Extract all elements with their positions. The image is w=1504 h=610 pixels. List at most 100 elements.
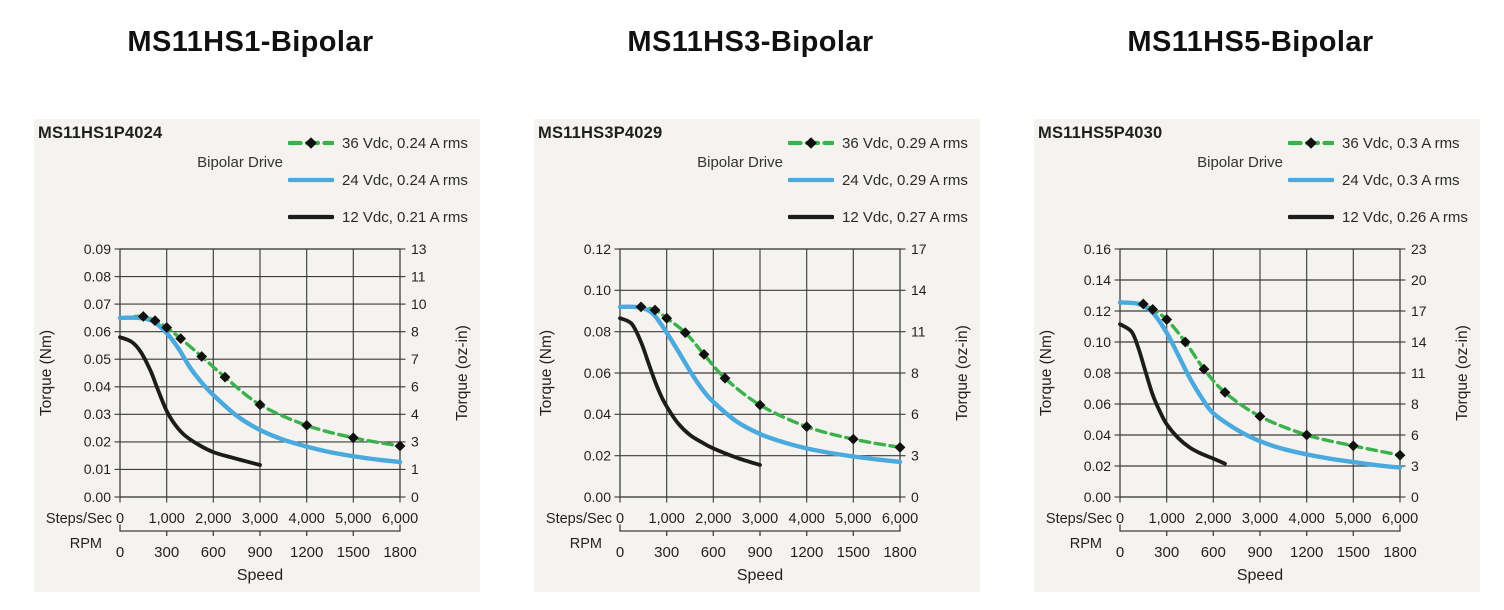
svg-text:8: 8 [911,365,919,381]
legend-marker-dashed-line-icon [1287,137,1335,149]
svg-text:0.01: 0.01 [84,461,111,477]
svg-text:0.06: 0.06 [1084,396,1111,412]
svg-text:0: 0 [1116,544,1124,561]
legend-marker-solid-line-icon [1287,174,1335,186]
svg-text:3,000: 3,000 [242,511,278,527]
svg-text:4: 4 [411,406,419,422]
legend-label: 12 Vdc, 0.26 A rms [1342,208,1468,226]
svg-text:14: 14 [911,282,927,298]
series-blue [117,315,403,465]
legend-marker-solid-line-icon [287,211,335,223]
svg-text:5,000: 5,000 [835,511,871,527]
svg-text:300: 300 [154,544,179,561]
svg-text:4,000: 4,000 [289,511,325,527]
svg-text:0.06: 0.06 [84,324,111,340]
svg-text:0.03: 0.03 [84,406,111,422]
svg-text:6: 6 [1411,427,1419,443]
legend-item: 24 Vdc, 0.24 A rms [287,170,468,190]
svg-text:0.02: 0.02 [584,448,611,464]
svg-text:13: 13 [411,241,427,257]
svg-text:11: 11 [411,268,426,284]
svg-text:11: 11 [1411,365,1426,381]
svg-text:1,000: 1,000 [649,511,685,527]
svg-text:1: 1 [411,461,419,477]
svg-text:0.02: 0.02 [1084,458,1111,474]
legend-marker-dashed-line-icon [287,137,335,149]
svg-text:600: 600 [701,544,726,561]
svg-text:Torque (Nm): Torque (Nm) [1038,330,1055,416]
axis-labels: 0.09 130.08 110.07 100.06 80.05 70.04 60.03 40.… [38,241,471,584]
legend-item: 24 Vdc, 0.3 A rms [1287,170,1460,190]
svg-text:1,000: 1,000 [1149,511,1185,527]
series-blue [1117,300,1403,470]
series-black [618,316,762,467]
svg-text:300: 300 [1154,544,1179,561]
svg-text:2,000: 2,000 [195,511,231,527]
drive-type-label: Bipolar Drive [197,154,283,171]
svg-text:0.00: 0.00 [1084,489,1111,505]
torque-speed-chart: 0.16 23 0.14 20 0.12 17 0.10 14 0.08 11 0.06 8 0.04 6… [1038,241,1471,584]
legend-marker-solid-line-icon [287,174,335,186]
svg-text:0.04: 0.04 [584,406,611,422]
svg-text:Steps/Sec: Steps/Sec [46,511,112,527]
svg-text:0.04: 0.04 [84,379,111,395]
svg-text:8: 8 [1411,396,1419,412]
legend-label: 12 Vdc, 0.27 A rms [842,208,968,226]
svg-text:17: 17 [1411,303,1427,319]
chart-panel-ms11hs1: MS11HS1-Bipolar MS11HS1P4024 Bipolar Dri… [0,0,501,610]
svg-text:900: 900 [747,544,772,561]
axis-labels: 0.12 17 0.10 14 0.08 11 0.06 8 0.04 6 0.02 3 0.00 0 To… [538,241,971,584]
svg-text:Steps/Sec: Steps/Sec [546,511,612,527]
axis-labels: 0.16 23 0.14 20 0.12 17 0.10 14 0.08 11 0.06 8 0.04 6… [1038,241,1471,584]
svg-text:0.12: 0.12 [584,241,611,257]
svg-text:0: 0 [911,489,919,505]
svg-text:10: 10 [411,296,427,312]
svg-text:0.09: 0.09 [84,241,111,257]
svg-text:6,000: 6,000 [382,511,418,527]
svg-text:Speed: Speed [737,567,783,584]
svg-text:Torque (oz-in): Torque (oz-in) [454,325,471,421]
legend-item: 36 Vdc, 0.3 A rms [1287,133,1460,153]
legend: 36 Vdc, 0.29 A rms 24 Vdc, 0.29 A rms 12… [787,0,988,240]
chart-title: MS11HS3-Bipolar [627,26,874,58]
legend-item: 36 Vdc, 0.29 A rms [787,133,968,153]
svg-text:Torque (oz-in): Torque (oz-in) [1454,325,1471,421]
svg-text:0: 0 [411,489,419,505]
legend-item: 12 Vdc, 0.27 A rms [787,207,968,227]
legend-marker-solid-line-icon [787,174,835,186]
svg-text:0.08: 0.08 [84,268,111,284]
torque-speed-chart: 0.09 130.08 110.07 100.06 80.05 70.04 60.03 40.… [38,241,471,584]
legend: 36 Vdc, 0.3 A rms 24 Vdc, 0.3 A rms 12 V… [1287,0,1488,240]
svg-text:Torque (Nm): Torque (Nm) [38,330,55,416]
svg-text:5,000: 5,000 [1335,511,1371,527]
svg-text:Torque (Nm): Torque (Nm) [538,330,555,416]
legend: 36 Vdc, 0.24 A rms 24 Vdc, 0.24 A rms 12… [287,0,488,240]
svg-text:0.08: 0.08 [1084,365,1111,381]
legend-label: 24 Vdc, 0.24 A rms [342,171,468,189]
svg-text:7: 7 [411,351,419,367]
svg-text:0.08: 0.08 [584,324,611,340]
series-black [118,335,262,467]
drive-type-label: Bipolar Drive [697,154,783,171]
svg-text:3: 3 [1411,458,1419,474]
legend-label: 36 Vdc, 0.29 A rms [842,134,968,152]
svg-text:0: 0 [616,511,624,527]
legend-item: 12 Vdc, 0.21 A rms [287,207,468,227]
svg-text:6: 6 [411,379,419,395]
svg-text:0.00: 0.00 [584,489,611,505]
svg-text:1,000: 1,000 [149,511,185,527]
chart-title: MS11HS5-Bipolar [1127,26,1374,58]
part-number-label: MS11HS3P4029 [538,124,663,142]
svg-text:1800: 1800 [883,544,916,561]
svg-text:5,000: 5,000 [335,511,371,527]
svg-text:0.07: 0.07 [84,296,111,312]
svg-text:0.10: 0.10 [584,282,611,298]
chart-card [534,119,980,592]
svg-text:900: 900 [1247,544,1272,561]
legend-marker-dashed-line-icon [787,137,835,149]
rpm-axis-bracket [119,524,401,536]
svg-text:8: 8 [411,324,419,340]
svg-text:0.02: 0.02 [84,434,111,450]
svg-text:0.00: 0.00 [84,489,111,505]
svg-text:RPM: RPM [1070,536,1102,552]
